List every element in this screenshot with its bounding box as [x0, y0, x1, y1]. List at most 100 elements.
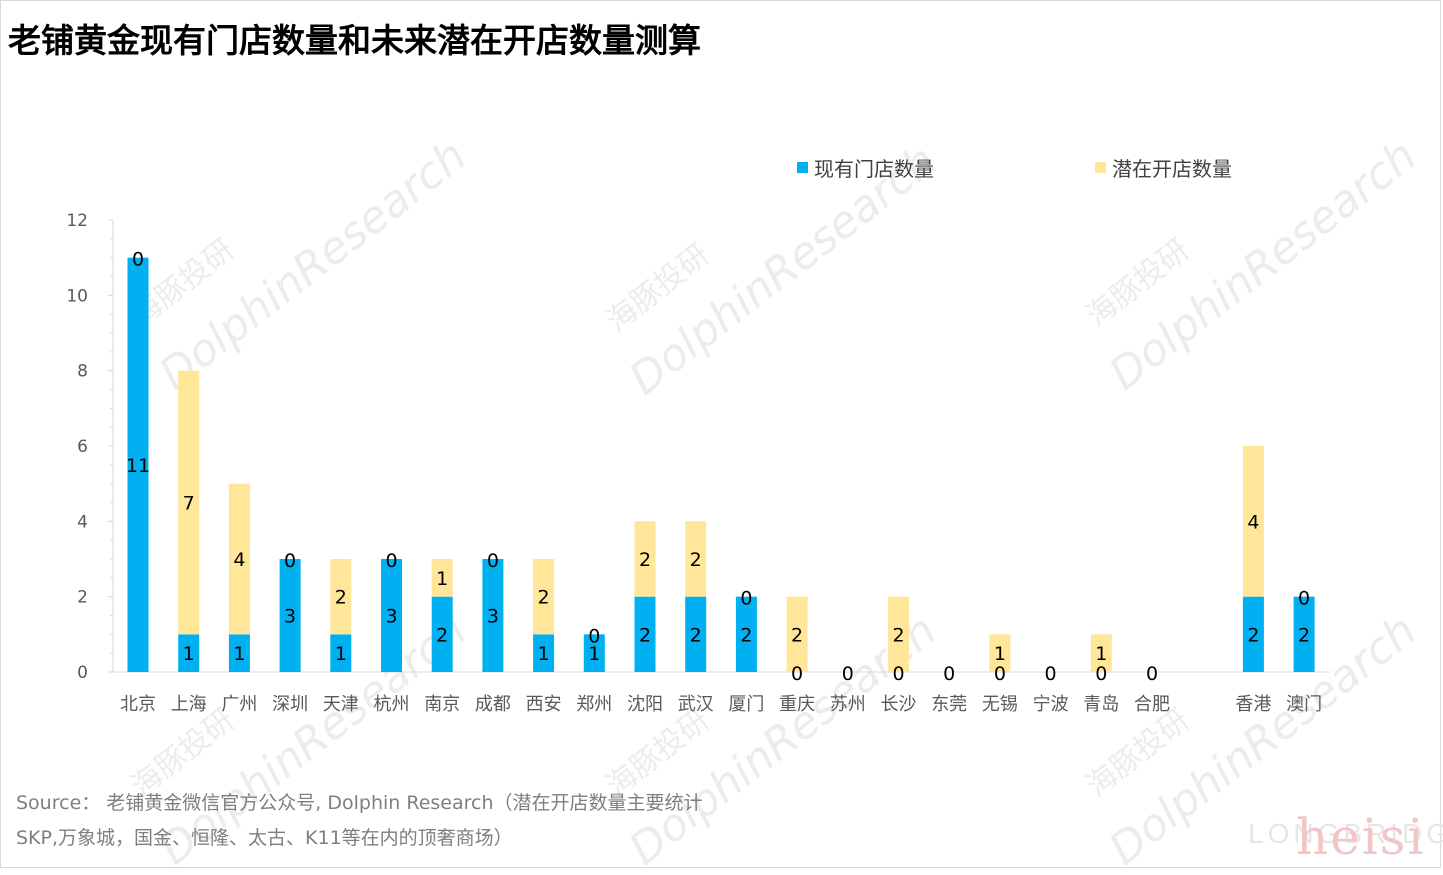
x-tick-label: 南京 — [424, 694, 460, 715]
x-tick-label: 上海 — [171, 694, 207, 715]
x-tick-label: 无锡 — [982, 694, 1018, 715]
data-label-existing: 0 — [943, 663, 955, 685]
x-tick-label: 深圳 — [272, 694, 308, 715]
data-label-potential: 0 — [284, 550, 296, 572]
bar-existing — [228, 634, 250, 672]
x-tick-label: 成都 — [475, 694, 511, 715]
y-tick-label: 12 — [66, 211, 88, 231]
legend-item-existing: 现有门店数量 — [797, 154, 934, 181]
x-tick-label: 重庆 — [779, 694, 815, 715]
x-tick-label: 东莞 — [931, 694, 967, 715]
bar-existing — [330, 634, 352, 672]
bar-existing — [685, 596, 707, 672]
source-note: Source： 老铺黄金微信官方公众号, Dolphin Research（潜在… — [16, 786, 916, 856]
data-label-existing: 11 — [126, 455, 150, 477]
legend-label-existing: 现有门店数量 — [814, 156, 934, 181]
data-label-potential: 7 — [183, 493, 195, 515]
data-label-potential: 0 — [1298, 588, 1310, 610]
x-tick-label: 广州 — [221, 694, 257, 715]
data-label-existing: 0 — [994, 663, 1006, 685]
data-label-existing: 3 — [385, 606, 397, 628]
data-label-existing: 2 — [690, 624, 702, 646]
x-tick-label: 香港 — [1235, 694, 1271, 715]
y-tick-label: 10 — [66, 286, 88, 306]
x-tick-label: 长沙 — [881, 694, 917, 715]
source-line-2: SKP,万象城，国金、恒隆、太古、K11等在内的顶奢商场） — [16, 827, 513, 849]
y-tick-label: 8 — [77, 362, 88, 382]
data-label-existing: 3 — [487, 606, 499, 628]
bar-existing — [533, 634, 555, 672]
x-tick-label: 西安 — [526, 694, 562, 715]
data-label-existing: 1 — [183, 643, 195, 665]
x-tick-label: 武汉 — [678, 694, 714, 715]
bar-existing — [381, 559, 402, 672]
legend-swatch-existing — [797, 161, 808, 173]
data-label-existing: 2 — [1298, 624, 1310, 646]
source-line-1: Source： 老铺黄金微信官方公众号, Dolphin Research（潜在… — [16, 792, 703, 814]
data-label-existing: 1 — [335, 643, 347, 665]
bar-potential — [1242, 446, 1264, 597]
x-tick-label: 天津 — [323, 694, 359, 715]
legend-swatch-potential — [1095, 161, 1106, 173]
x-tick-label: 宁波 — [1033, 694, 1069, 715]
bar-existing — [127, 257, 149, 672]
x-tick-label: 苏州 — [830, 694, 866, 715]
bar-existing — [634, 596, 656, 672]
x-tick-label: 沈阳 — [627, 694, 663, 715]
bar-existing — [279, 559, 301, 672]
watermark-longbridge: LONGBRIDGE — [1248, 818, 1443, 849]
bar-existing — [735, 596, 757, 672]
data-label-potential: 0 — [740, 588, 752, 610]
bar-existing — [178, 634, 200, 672]
bar-potential — [533, 559, 555, 635]
data-label-potential: 1 — [436, 568, 448, 590]
bar-existing — [583, 634, 605, 672]
data-label-existing: 0 — [1095, 663, 1107, 685]
bar-potential — [786, 596, 808, 672]
data-label-existing: 0 — [1146, 663, 1158, 685]
data-label-potential: 2 — [690, 549, 702, 571]
x-tick-label: 合肥 — [1134, 694, 1170, 715]
data-label-potential: 1 — [1095, 643, 1107, 665]
data-label-potential: 2 — [639, 549, 651, 571]
data-label-potential: 0 — [487, 550, 499, 572]
x-tick-label: 厦门 — [728, 694, 764, 715]
data-label-potential: 2 — [791, 624, 803, 646]
y-tick-label: 4 — [77, 512, 88, 532]
watermark-heisi: heisi — [1296, 808, 1426, 866]
data-label-potential: 4 — [233, 549, 245, 571]
bar-existing — [431, 596, 453, 672]
bar-potential — [685, 521, 707, 597]
x-tick-label: 杭州 — [374, 694, 410, 715]
bar-potential — [431, 559, 453, 597]
data-label-existing: 2 — [639, 624, 651, 646]
data-label-existing: 0 — [842, 663, 854, 685]
legend-item-potential: 潜在开店数量 — [1095, 154, 1232, 181]
data-label-potential: 1 — [994, 643, 1006, 665]
data-label-existing: 2 — [740, 624, 752, 646]
data-label-existing: 1 — [588, 643, 600, 665]
bar-potential — [178, 370, 200, 635]
chart-title: 老铺黄金现有门店数量和未来潜在开店数量测算 — [8, 21, 701, 60]
data-label-potential: 0 — [385, 550, 397, 572]
bar-potential — [1090, 634, 1112, 672]
bar-potential — [228, 483, 250, 635]
bar-potential — [634, 521, 656, 597]
data-label-existing: 0 — [892, 663, 904, 685]
bar-existing — [482, 559, 504, 672]
bar-existing — [1293, 596, 1315, 672]
data-label-existing: 3 — [284, 606, 296, 628]
data-label-potential: 2 — [538, 587, 550, 609]
y-tick-label: 0 — [77, 663, 88, 683]
data-label-existing: 0 — [1045, 663, 1057, 685]
data-label-existing: 2 — [1247, 624, 1259, 646]
bar-potential — [888, 596, 909, 672]
data-label-potential: 0 — [588, 625, 600, 647]
data-label-potential: 4 — [1247, 511, 1259, 533]
data-label-existing: 2 — [436, 624, 448, 646]
data-label-potential: 2 — [335, 587, 347, 609]
y-tick-label: 2 — [77, 588, 88, 608]
bar-potential — [330, 559, 352, 635]
